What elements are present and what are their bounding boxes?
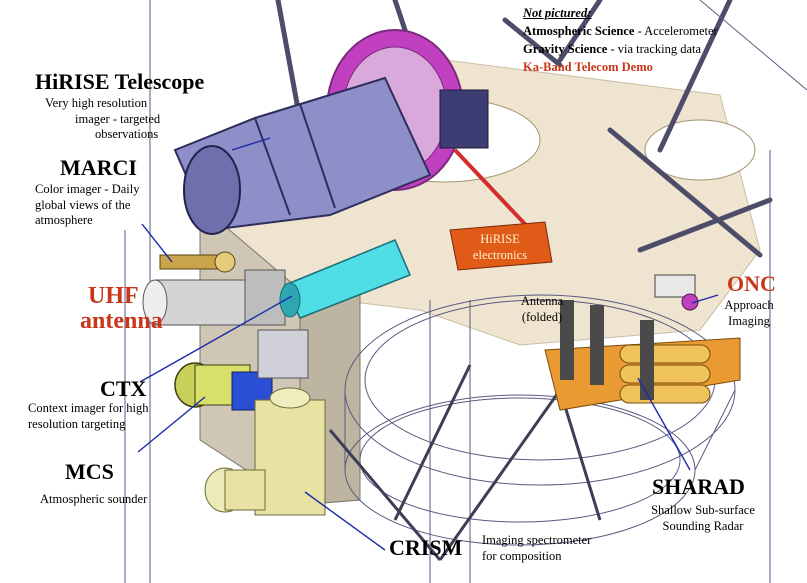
onc-camera xyxy=(654,274,699,311)
support-legs xyxy=(328,364,602,561)
hirise-title: HiRISE Telescope xyxy=(35,69,205,94)
not-pictured-note: Not pictured: Atmospheric Science - Acce… xyxy=(523,4,718,77)
onc-desc: Approach Imaging xyxy=(724,298,774,328)
deck-opening xyxy=(644,119,756,181)
ctx-camera xyxy=(279,239,411,319)
not-pictured-header: Not pictured: xyxy=(523,6,592,20)
ctx-desc: Context imager for high resolution targe… xyxy=(28,401,149,431)
hirise-desc: Very high resolution imager - targeted o… xyxy=(45,96,161,142)
ctx-callout xyxy=(139,295,293,383)
hirise-callout xyxy=(231,137,271,151)
onc-callout xyxy=(691,294,719,304)
hirise-electronics-box-dark xyxy=(439,89,489,149)
mcs-callout xyxy=(137,396,206,453)
mcs-instrument xyxy=(174,329,309,411)
sharad-desc: Shallow Sub-surface Sounding Radar xyxy=(651,503,755,533)
uhf-title: UHF antenna xyxy=(80,283,163,335)
crism-title: CRISM xyxy=(389,535,463,560)
sharad-title: SHARAD xyxy=(652,474,745,499)
sharad-callout xyxy=(637,377,691,471)
mcs-desc: Atmospheric sounder xyxy=(40,492,148,506)
crism-callout xyxy=(304,491,386,551)
marci-camera xyxy=(159,251,236,273)
marci-title: MARCI xyxy=(60,155,137,180)
crism-desc: Imaging spectrometer for composition xyxy=(482,533,592,563)
hirise-electronics-label: HiRISE electronics xyxy=(472,232,528,262)
ctx-title: CTX xyxy=(100,376,147,401)
ka-band-label: Ka-Band Telecom Demo xyxy=(523,60,653,75)
marci-callout xyxy=(141,223,173,263)
hirise-band xyxy=(299,103,336,209)
onc-title: ONC xyxy=(727,271,776,296)
hirise-aperture xyxy=(183,145,241,235)
uhf-antenna xyxy=(142,269,286,326)
not-pictured-item: Atmospheric Science - Accelerometer xyxy=(523,24,718,39)
hirise-band xyxy=(254,117,291,216)
antenna-folded-label: Antenna (folded) xyxy=(520,294,564,324)
marci-desc: Color imager - Daily global views of the… xyxy=(35,182,140,228)
not-pictured-item: Gravity Science - via tracking data xyxy=(523,42,702,57)
sharad-radar xyxy=(544,300,741,411)
hirise-electronics-box xyxy=(449,221,553,271)
crism-instrument xyxy=(204,387,326,516)
mcs-title: MCS xyxy=(65,459,114,484)
